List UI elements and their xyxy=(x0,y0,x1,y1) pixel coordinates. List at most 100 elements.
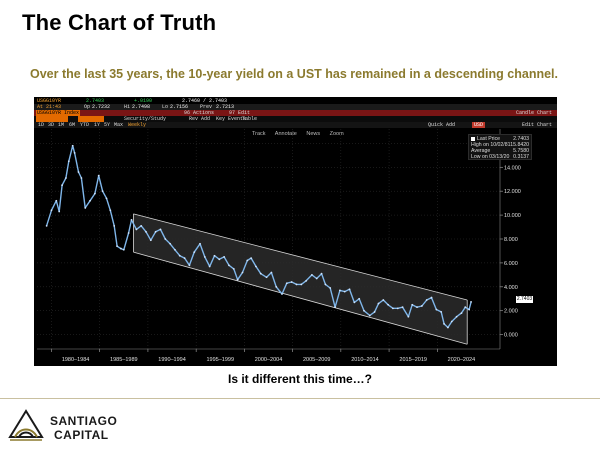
data-point xyxy=(334,306,336,309)
data-point xyxy=(358,297,361,300)
data-point xyxy=(149,239,152,242)
legend-swatch xyxy=(471,136,475,141)
zoom-tool[interactable]: Zoom xyxy=(329,131,344,137)
data-point xyxy=(440,311,443,313)
period-row: 1D 3D 1M 6M YTD 1Y 5Y Max Weekly Quick A… xyxy=(34,122,557,128)
legend-high-label: High on 10/02/81 xyxy=(471,142,511,148)
y-tick-label: 14.000 xyxy=(504,165,521,171)
period-weekly[interactable]: Weekly xyxy=(128,122,147,128)
x-tick-label: 1985–1989 xyxy=(110,357,138,363)
date-range-field[interactable] xyxy=(36,116,69,122)
data-point xyxy=(338,289,341,292)
data-point xyxy=(373,311,376,313)
data-point xyxy=(80,177,83,179)
price-change: +.0190 xyxy=(134,98,153,104)
news-tool[interactable]: News xyxy=(306,131,321,137)
data-point xyxy=(130,218,133,221)
data-point xyxy=(45,224,48,227)
data-point xyxy=(392,307,394,310)
y-tick-label: 2.000 xyxy=(504,309,518,315)
data-point xyxy=(329,287,332,289)
security-field[interactable]: USGG10YR Index xyxy=(36,110,81,116)
data-point xyxy=(84,207,87,209)
data-point xyxy=(183,257,186,260)
data-point xyxy=(116,245,118,248)
edit-menu[interactable]: 97 Edit xyxy=(229,110,251,116)
slide-subtitle: Over the last 35 years, the 10-year yiel… xyxy=(30,67,558,81)
data-point xyxy=(368,314,371,317)
data-point xyxy=(363,309,365,312)
data-point xyxy=(353,301,356,304)
data-point xyxy=(135,228,138,231)
data-point xyxy=(348,288,351,291)
closing-question: Is it different this time…? xyxy=(227,372,372,386)
brand-name-line2: CAPITAL xyxy=(54,428,109,442)
data-point xyxy=(425,299,428,301)
data-point xyxy=(246,259,249,262)
data-point xyxy=(407,315,410,318)
data-point xyxy=(174,248,176,251)
edit-chart-button[interactable]: Edit Chart xyxy=(522,122,553,128)
period-ytd[interactable]: YTD xyxy=(80,122,90,128)
data-point xyxy=(199,242,201,245)
period-5y[interactable]: 5Y xyxy=(104,122,111,128)
field-key-events[interactable]: Key Events xyxy=(216,116,247,122)
low-value: 2.7156 xyxy=(170,104,189,110)
footer-divider xyxy=(0,398,600,399)
data-point xyxy=(145,230,147,233)
low-label: Lo xyxy=(162,104,169,110)
field-table[interactable]: Table xyxy=(242,116,258,122)
data-point xyxy=(93,192,96,195)
x-tick-label: 2000–2004 xyxy=(255,357,283,363)
legend-last-value: 2.7403 xyxy=(513,136,529,142)
data-point xyxy=(73,152,76,154)
data-point xyxy=(290,281,293,283)
data-point xyxy=(285,282,288,285)
legend-last-label: Last Price xyxy=(477,136,501,142)
legend-low-value: 0.3137 xyxy=(513,154,529,160)
data-point xyxy=(159,228,162,231)
data-point xyxy=(58,210,61,213)
data-point xyxy=(120,247,122,250)
period-3d[interactable]: 3D xyxy=(48,122,55,128)
data-point xyxy=(71,144,74,147)
period-max[interactable]: Max xyxy=(114,122,124,128)
end-date-field[interactable] xyxy=(78,116,105,122)
data-point xyxy=(105,197,108,200)
channel-lower-line xyxy=(133,251,468,345)
track-tool[interactable]: Track xyxy=(252,131,266,137)
last-value-tag: 2.7403 xyxy=(516,296,533,303)
period-6m[interactable]: 6M xyxy=(69,122,76,128)
series-line xyxy=(45,145,472,329)
data-point xyxy=(464,306,467,309)
y-tick-label: 4.000 xyxy=(504,285,518,291)
quick-add-button[interactable]: Quick Add xyxy=(428,122,456,128)
data-point xyxy=(213,254,216,257)
bid-ask: 2.7460 / 2.7403 xyxy=(182,98,228,104)
data-point xyxy=(250,257,253,260)
channel-fill xyxy=(133,213,468,345)
x-tick-label: 1990–1994 xyxy=(158,357,186,363)
fields-row: Security/Study Rev Add Key Events Table xyxy=(34,116,557,122)
slide-title: The Chart of Truth xyxy=(22,10,217,35)
field-security-study[interactable]: Security/Study xyxy=(124,116,167,122)
santiago-capital-logo-icon xyxy=(8,409,44,441)
period-1m[interactable]: 1M xyxy=(58,122,65,128)
data-point xyxy=(468,308,471,311)
data-point xyxy=(411,303,414,306)
legend-low-label: Low on 03/13/20 xyxy=(471,154,510,160)
ticker: USGG10YR xyxy=(37,98,62,104)
data-point xyxy=(55,199,58,202)
actions-menu[interactable]: 96 Actions xyxy=(184,110,215,116)
data-point xyxy=(140,224,143,227)
annotate-tool[interactable]: Annotate xyxy=(274,131,297,137)
data-point xyxy=(281,293,283,295)
legend-avg-label: Average xyxy=(471,148,491,154)
legend-high-value: 15.8420 xyxy=(510,142,529,148)
period-1d[interactable]: 1D xyxy=(38,122,45,128)
data-point xyxy=(305,279,308,282)
period-1y[interactable]: 1Y xyxy=(94,122,101,128)
currency-badge[interactable]: USD xyxy=(472,122,486,128)
data-point xyxy=(89,199,91,202)
field-rev-add[interactable]: Rev Add xyxy=(189,116,211,122)
